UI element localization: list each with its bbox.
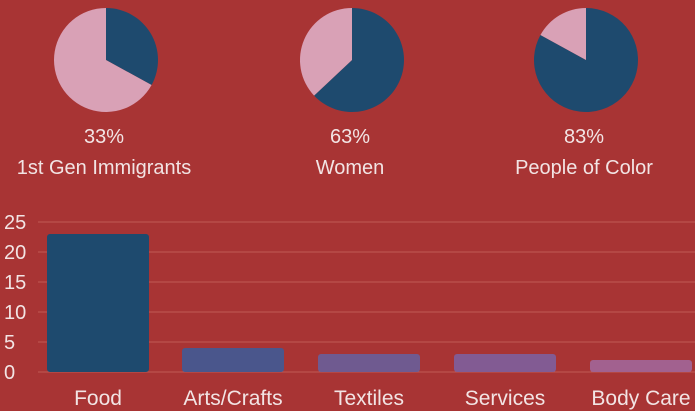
bar-services bbox=[454, 354, 556, 372]
x-tick-label-arts-crafts: Arts/Crafts bbox=[183, 387, 282, 410]
pie-people-of-color-slice-main bbox=[533, 8, 638, 112]
bar-body-care bbox=[590, 360, 692, 372]
pie-people-of-color-slice-rest bbox=[540, 7, 586, 60]
pie-immigrants-label: 1st Gen Immigrants bbox=[16, 157, 192, 179]
bar-textiles bbox=[318, 354, 420, 372]
x-tick-label-body-care: Body Care bbox=[591, 387, 690, 410]
x-tick-label-textiles: Textiles bbox=[334, 387, 404, 410]
bar-chart-business-categories: 0 5 10 15 20 25 Food Arts/Crafts Textiles Service… bbox=[4, 212, 695, 410]
pie-people-of-color-graphic bbox=[533, 7, 638, 112]
y-tick-label-5: 5 bbox=[4, 332, 15, 354]
pie-people-of-color-percent: 83% bbox=[563, 126, 605, 148]
pie-chart-women: 63% Women bbox=[250, 0, 450, 190]
y-tick-label-0: 0 bbox=[4, 362, 15, 384]
pie-charts-row: 33% 1st Gen Immigrants 63% Women 83% Peo… bbox=[0, 0, 695, 190]
x-tick-label-services: Services bbox=[465, 387, 546, 410]
pie-immigrants-slice-rest bbox=[54, 8, 152, 113]
pie-women-label: Women bbox=[315, 157, 385, 179]
bar-arts-crafts bbox=[182, 348, 284, 372]
bar-food bbox=[47, 234, 149, 372]
x-tick-label-food: Food bbox=[74, 387, 122, 410]
pie-chart-immigrants: 33% 1st Gen Immigrants bbox=[4, 0, 204, 190]
pie-women-percent: 63% bbox=[329, 126, 371, 148]
pie-people-of-color-label: People of Color bbox=[515, 157, 653, 179]
pie-women-slice-rest bbox=[299, 8, 352, 96]
pie-immigrants-slice-main bbox=[106, 8, 159, 86]
pie-women-graphic bbox=[299, 8, 404, 113]
pie-chart-people-of-color: 83% People of Color bbox=[484, 0, 684, 190]
y-tick-label-25: 25 bbox=[4, 212, 26, 234]
y-tick-label-10: 10 bbox=[4, 302, 26, 324]
y-tick-label-20: 20 bbox=[4, 242, 26, 264]
pie-women-slice-main bbox=[314, 8, 404, 113]
pie-immigrants-graphic bbox=[54, 8, 159, 113]
pie-immigrants-percent: 33% bbox=[83, 126, 125, 148]
y-tick-label-15: 15 bbox=[4, 272, 26, 294]
